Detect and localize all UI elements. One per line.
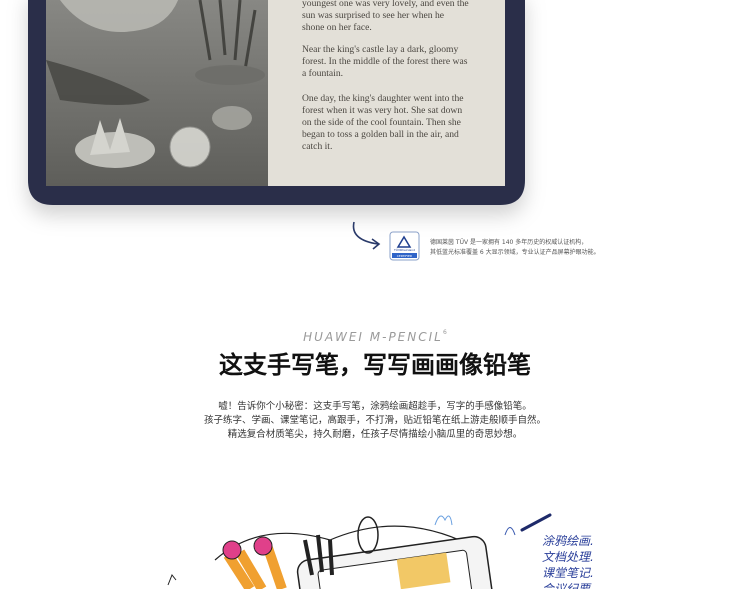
- certification: TÜVRheinland CERTIFIED 德国莱茵 TÜV 是一家拥有 14…: [352, 221, 600, 261]
- handwritten-note: 课堂笔记.: [542, 566, 594, 580]
- eyebrow-note: 6: [443, 329, 447, 336]
- intro-section: HUAWEI M-PENCIL 6 这支手写笔，写写画画像铅笔 嘘！告诉你个小秘…: [204, 329, 546, 440]
- tablet: youngest one was very lovely, and even t…: [28, 0, 525, 205]
- golden-ball: [169, 126, 211, 168]
- ebook-line: Near the king's castle lay a dark, gloom…: [302, 44, 458, 55]
- certification-caption: 其低蓝光标准覆盖 6 大显示领域，专业认证产品屏幕护眼功能。: [430, 248, 600, 256]
- lily-petals: [90, 118, 130, 155]
- princess-dress: [60, 0, 179, 32]
- doodle-brushes: [303, 534, 334, 576]
- ebook-line: sun was surprised to see her when he: [302, 10, 444, 21]
- doodle-squiggle: [504, 527, 516, 536]
- frog: [212, 106, 252, 130]
- tuv-logo: [396, 235, 412, 248]
- badge-strip: [392, 253, 417, 258]
- ebook-line: began to toss a golden ball in the air, …: [302, 129, 459, 140]
- section-description: 孩子练字、学画、课堂笔记，高跟手，不打滑，贴近铅笔在纸上游走般顺手自然。: [204, 414, 546, 426]
- ebook-line: One day, the king's daughter went into t…: [302, 93, 464, 104]
- doodle-loop: [357, 516, 379, 554]
- pointer-arrow: [352, 221, 381, 250]
- handwritten-note: 文档处理.: [542, 550, 594, 564]
- doodle-outline: [214, 525, 471, 561]
- doodle-pen: [520, 513, 552, 532]
- ebook-text: youngest one was very lovely, and even t…: [302, 0, 469, 152]
- doodle-pencils: [223, 546, 287, 589]
- handwritten-note: 涂鸦绘画.: [542, 534, 594, 548]
- ebook-line: on the side of the cool fountain. Then s…: [302, 117, 461, 128]
- doodle-illustration: 涂鸦绘画. 文档处理. 课堂笔记. 会议纪要: [167, 513, 594, 589]
- ebook-line: a fountain.: [302, 68, 343, 79]
- badge-text: TÜVRheinland: [393, 247, 415, 252]
- reeds: [198, 0, 257, 71]
- doodle-eraser: [222, 540, 242, 560]
- ebook-line: youngest one was very lovely, and even t…: [302, 0, 469, 9]
- doodle-notes: 涂鸦绘画. 文档处理. 课堂笔记. 会议纪要: [542, 534, 594, 589]
- ebook-line: forest when it was very hot. She sat dow…: [302, 105, 462, 116]
- section-title: 这支手写笔，写写画画像铅笔: [219, 351, 531, 379]
- doodle-heart: [434, 515, 453, 526]
- ebook-page: [268, 0, 505, 186]
- shadow: [46, 60, 150, 105]
- doodle-note: [167, 574, 177, 586]
- illustration-shapes: [46, 0, 265, 168]
- doodle-eraser: [253, 536, 273, 556]
- certification-caption: 德国莱茵 TÜV 是一家拥有 140 多年历史的权威认证机构，: [430, 238, 587, 246]
- section-description: 嘘！告诉你个小秘密：这支手写笔，涂鸦绘画超趁手，写字的手感像铅笔。: [218, 400, 532, 412]
- doodle-picture: [396, 552, 451, 589]
- handwritten-note: 会议纪要: [542, 582, 592, 589]
- leaf: [195, 65, 265, 85]
- ebook-line: forest. In the middle of the forest ther…: [302, 56, 468, 67]
- eyebrow: HUAWEI M-PENCIL: [303, 330, 443, 344]
- ebook-line: catch it.: [302, 141, 332, 152]
- ebook-line: shone on her face.: [302, 22, 372, 33]
- badge-text: CERTIFIED: [397, 254, 413, 258]
- section-description: 精选复合材质笔尖，持久耐磨，任孩子尽情描绘小脑瓜里的奇思妙想。: [228, 428, 523, 440]
